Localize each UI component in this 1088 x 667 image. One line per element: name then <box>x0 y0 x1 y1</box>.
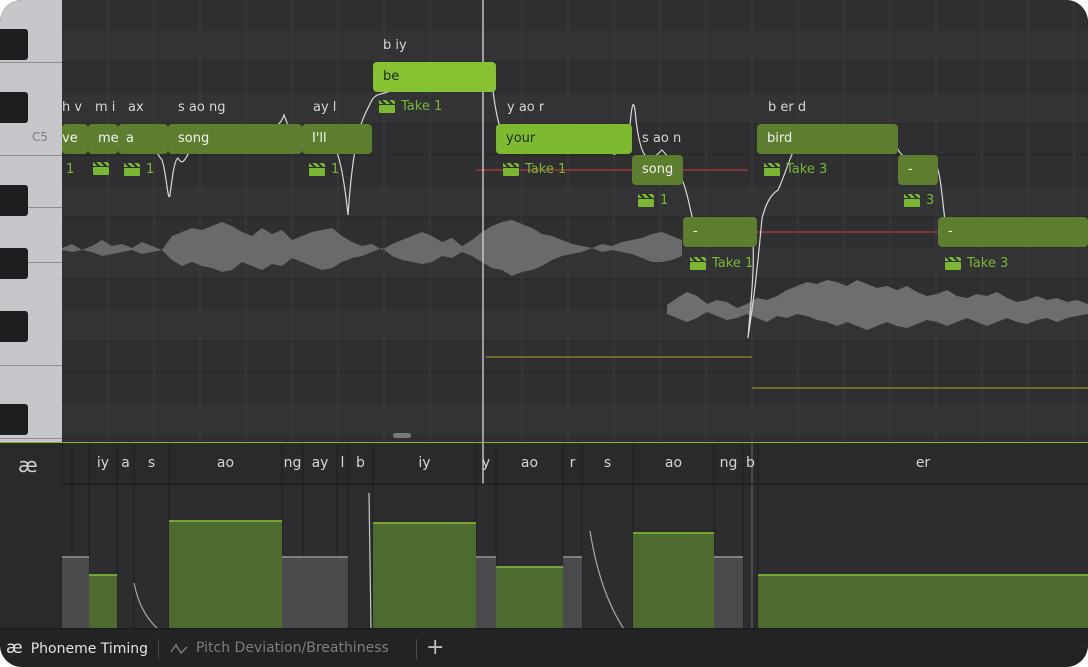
phoneme-row: iy a s ao ng ay l b iy y ao r s ao ng b … <box>62 443 1088 485</box>
phoneme-cell[interactable]: ay <box>311 455 329 471</box>
phoneme-cell[interactable]: s <box>147 455 156 471</box>
phoneme-lane-header: æ <box>0 443 63 629</box>
beat-lines <box>107 0 1075 442</box>
waveform <box>62 220 682 276</box>
tab-label: Pitch Deviation/Breathiness <box>196 640 389 656</box>
phoneme-cell[interactable]: y <box>481 455 491 471</box>
piano-roll-editor[interactable]: C5 h v m i ax s ao ng ay l b iy y ao r s… <box>0 0 1088 442</box>
tab-divider <box>416 639 417 659</box>
phoneme-cell[interactable]: ng <box>719 455 738 471</box>
phoneme-cell[interactable]: b <box>746 455 755 471</box>
note-grid[interactable] <box>62 0 1088 442</box>
panel-resize-handle[interactable] <box>393 433 411 438</box>
phoneme-cell[interactable]: er <box>915 455 931 471</box>
phoneme-cell[interactable]: s <box>603 455 612 471</box>
tab-phoneme-timing[interactable]: æ Phoneme Timing <box>6 629 148 667</box>
phoneme-cell[interactable]: ao <box>216 455 235 471</box>
tab-pitch-deviation[interactable]: Pitch Deviation/Breathiness <box>170 629 389 667</box>
black-key[interactable] <box>0 29 28 60</box>
piano-keyboard[interactable]: C5 <box>0 0 62 442</box>
phoneme-cell[interactable]: ng <box>283 455 302 471</box>
phoneme-cell[interactable]: ao <box>664 455 683 471</box>
waveform <box>667 280 1088 330</box>
phoneme-cell[interactable]: l <box>340 455 345 471</box>
phoneme-cell[interactable]: iy <box>418 455 431 471</box>
phoneme-cell[interactable]: iy <box>96 455 110 471</box>
phoneme-timing-panel[interactable]: æ <box>0 442 1088 629</box>
phoneme-cell[interactable]: b <box>356 455 365 471</box>
black-key[interactable] <box>0 248 28 279</box>
bottom-tab-bar: æ Phoneme Timing Pitch Deviation/Breathin… <box>0 628 1088 667</box>
phoneme-cell[interactable]: ao <box>520 455 539 471</box>
tab-divider <box>158 639 159 659</box>
tab-label: Phoneme Timing <box>30 641 149 657</box>
waveform-line-icon <box>170 643 188 655</box>
phoneme-symbol-icon: æ <box>18 453 38 477</box>
phoneme-symbol-icon: æ <box>6 638 23 658</box>
black-key[interactable] <box>0 311 28 342</box>
c5-label: C5 <box>32 130 49 144</box>
black-key[interactable] <box>0 404 28 435</box>
phoneme-cell[interactable]: r <box>569 455 576 471</box>
black-key[interactable] <box>0 92 28 123</box>
add-tab-button[interactable]: + <box>426 635 445 660</box>
phoneme-cell[interactable]: a <box>121 455 130 471</box>
black-key[interactable] <box>0 185 28 216</box>
phoneme-timing-lane[interactable] <box>62 443 1088 629</box>
row-lines <box>62 61 1088 373</box>
